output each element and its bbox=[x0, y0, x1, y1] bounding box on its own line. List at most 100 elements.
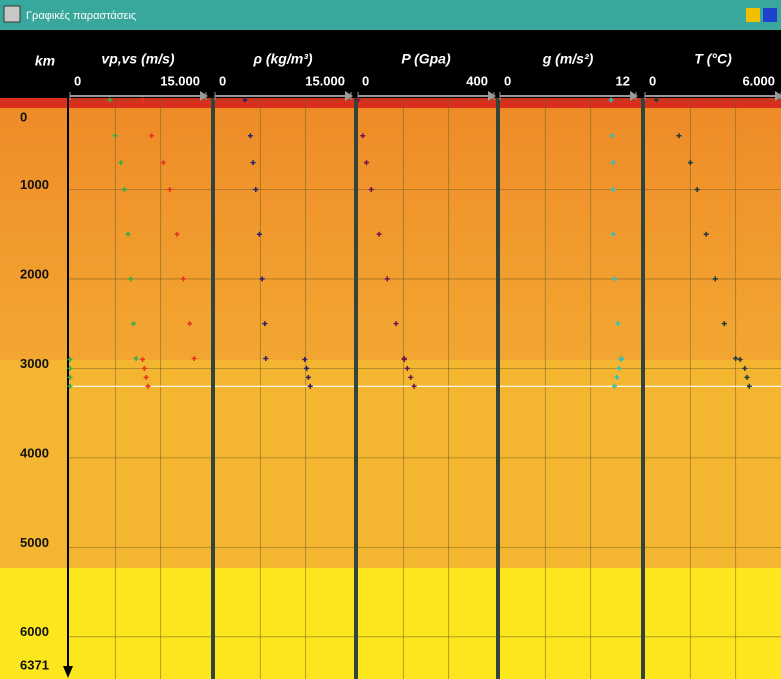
data-point bbox=[263, 356, 269, 362]
data-point bbox=[608, 97, 614, 103]
data-point bbox=[67, 383, 73, 389]
x-tick-label: 0 bbox=[649, 73, 656, 88]
data-point bbox=[401, 356, 407, 362]
data-point bbox=[694, 186, 700, 192]
data-point bbox=[610, 186, 616, 192]
window-title: Γραφικές παραστάσεις bbox=[26, 10, 136, 22]
panel-separator bbox=[641, 98, 645, 679]
data-point bbox=[703, 231, 709, 237]
data-point bbox=[140, 356, 146, 362]
data-point bbox=[247, 133, 253, 139]
data-point bbox=[67, 365, 73, 371]
panel-separator bbox=[496, 98, 500, 679]
data-point bbox=[112, 133, 118, 139]
data-point bbox=[676, 133, 682, 139]
x-axis-arrow bbox=[630, 91, 638, 101]
panel-title: P (Gpa) bbox=[401, 51, 451, 67]
data-point bbox=[130, 321, 136, 327]
x-axis-arrow bbox=[345, 91, 353, 101]
x-tick-label: 0 bbox=[362, 73, 369, 88]
data-point bbox=[305, 374, 311, 380]
x-tick-label: 15.000 bbox=[160, 73, 200, 88]
data-point bbox=[611, 276, 617, 282]
data-point bbox=[616, 365, 622, 371]
prev-button[interactable] bbox=[746, 8, 760, 22]
depth-tick-label: 1000 bbox=[20, 177, 49, 192]
data-point bbox=[733, 356, 739, 362]
data-point bbox=[262, 321, 268, 327]
data-point bbox=[187, 321, 193, 327]
data-point bbox=[368, 186, 374, 192]
data-point bbox=[384, 276, 390, 282]
panel-separator bbox=[354, 98, 358, 679]
depth-tick-label: 2000 bbox=[20, 266, 49, 281]
data-point bbox=[411, 383, 417, 389]
background-crust bbox=[0, 98, 781, 108]
depth-axis-label: km bbox=[35, 53, 55, 69]
data-point bbox=[721, 321, 727, 327]
data-point bbox=[746, 383, 752, 389]
depth-tick-label: 5000 bbox=[20, 535, 49, 550]
data-point bbox=[141, 365, 147, 371]
background-inner-core bbox=[0, 568, 781, 679]
data-point bbox=[174, 231, 180, 237]
data-point bbox=[259, 276, 265, 282]
panel-title: ρ (kg/m³) bbox=[252, 51, 312, 67]
header-band bbox=[0, 30, 781, 98]
depth-tick-label: 3000 bbox=[20, 356, 49, 371]
data-point bbox=[140, 97, 146, 103]
depth-tick-label: 6371 bbox=[20, 657, 49, 672]
data-point bbox=[610, 231, 616, 237]
data-point bbox=[67, 356, 73, 362]
panel-title: vp,vs (m/s) bbox=[101, 51, 174, 67]
x-tick-label: 400 bbox=[466, 73, 488, 88]
x-tick-label: 0 bbox=[504, 73, 511, 88]
data-point bbox=[256, 231, 262, 237]
data-point bbox=[107, 97, 113, 103]
info-button[interactable] bbox=[763, 8, 777, 22]
data-point bbox=[253, 186, 259, 192]
x-axis-arrow bbox=[200, 91, 208, 101]
data-point bbox=[687, 160, 693, 166]
data-point bbox=[250, 160, 256, 166]
background-outer-core bbox=[0, 360, 781, 568]
data-point bbox=[143, 374, 149, 380]
data-point bbox=[307, 383, 313, 389]
panel-title: g (m/s²) bbox=[542, 51, 594, 67]
x-tick-label: 12 bbox=[616, 73, 630, 88]
data-point bbox=[160, 160, 166, 166]
data-point bbox=[408, 374, 414, 380]
data-point bbox=[609, 133, 615, 139]
data-point bbox=[355, 97, 361, 103]
data-point bbox=[614, 374, 620, 380]
panel-title: T (°C) bbox=[694, 51, 732, 67]
data-point bbox=[180, 276, 186, 282]
data-point bbox=[242, 97, 248, 103]
data-point bbox=[364, 160, 369, 166]
data-point bbox=[744, 374, 750, 380]
depth-tick-label: 0 bbox=[20, 109, 27, 124]
x-tick-label: 0 bbox=[219, 73, 226, 88]
data-point bbox=[125, 231, 131, 237]
data-point bbox=[712, 276, 718, 282]
depth-tick-label: 4000 bbox=[20, 445, 49, 460]
data-point bbox=[742, 365, 748, 371]
data-point bbox=[618, 356, 624, 362]
data-point bbox=[128, 276, 134, 282]
data-point bbox=[611, 383, 617, 389]
x-tick-label: 6.000 bbox=[742, 73, 775, 88]
panel-separator bbox=[211, 98, 215, 679]
data-point bbox=[145, 383, 151, 389]
data-point bbox=[133, 356, 139, 362]
data-point bbox=[302, 356, 308, 362]
data-point bbox=[167, 186, 173, 192]
data-point bbox=[118, 160, 124, 166]
x-tick-label: 15.000 bbox=[305, 73, 345, 88]
depth-tick-label: 6000 bbox=[20, 624, 49, 639]
depth-axis-arrow bbox=[63, 666, 73, 678]
window-icon bbox=[3, 5, 21, 23]
data-point bbox=[304, 365, 310, 371]
data-point bbox=[121, 186, 127, 192]
title-bar bbox=[0, 0, 781, 30]
